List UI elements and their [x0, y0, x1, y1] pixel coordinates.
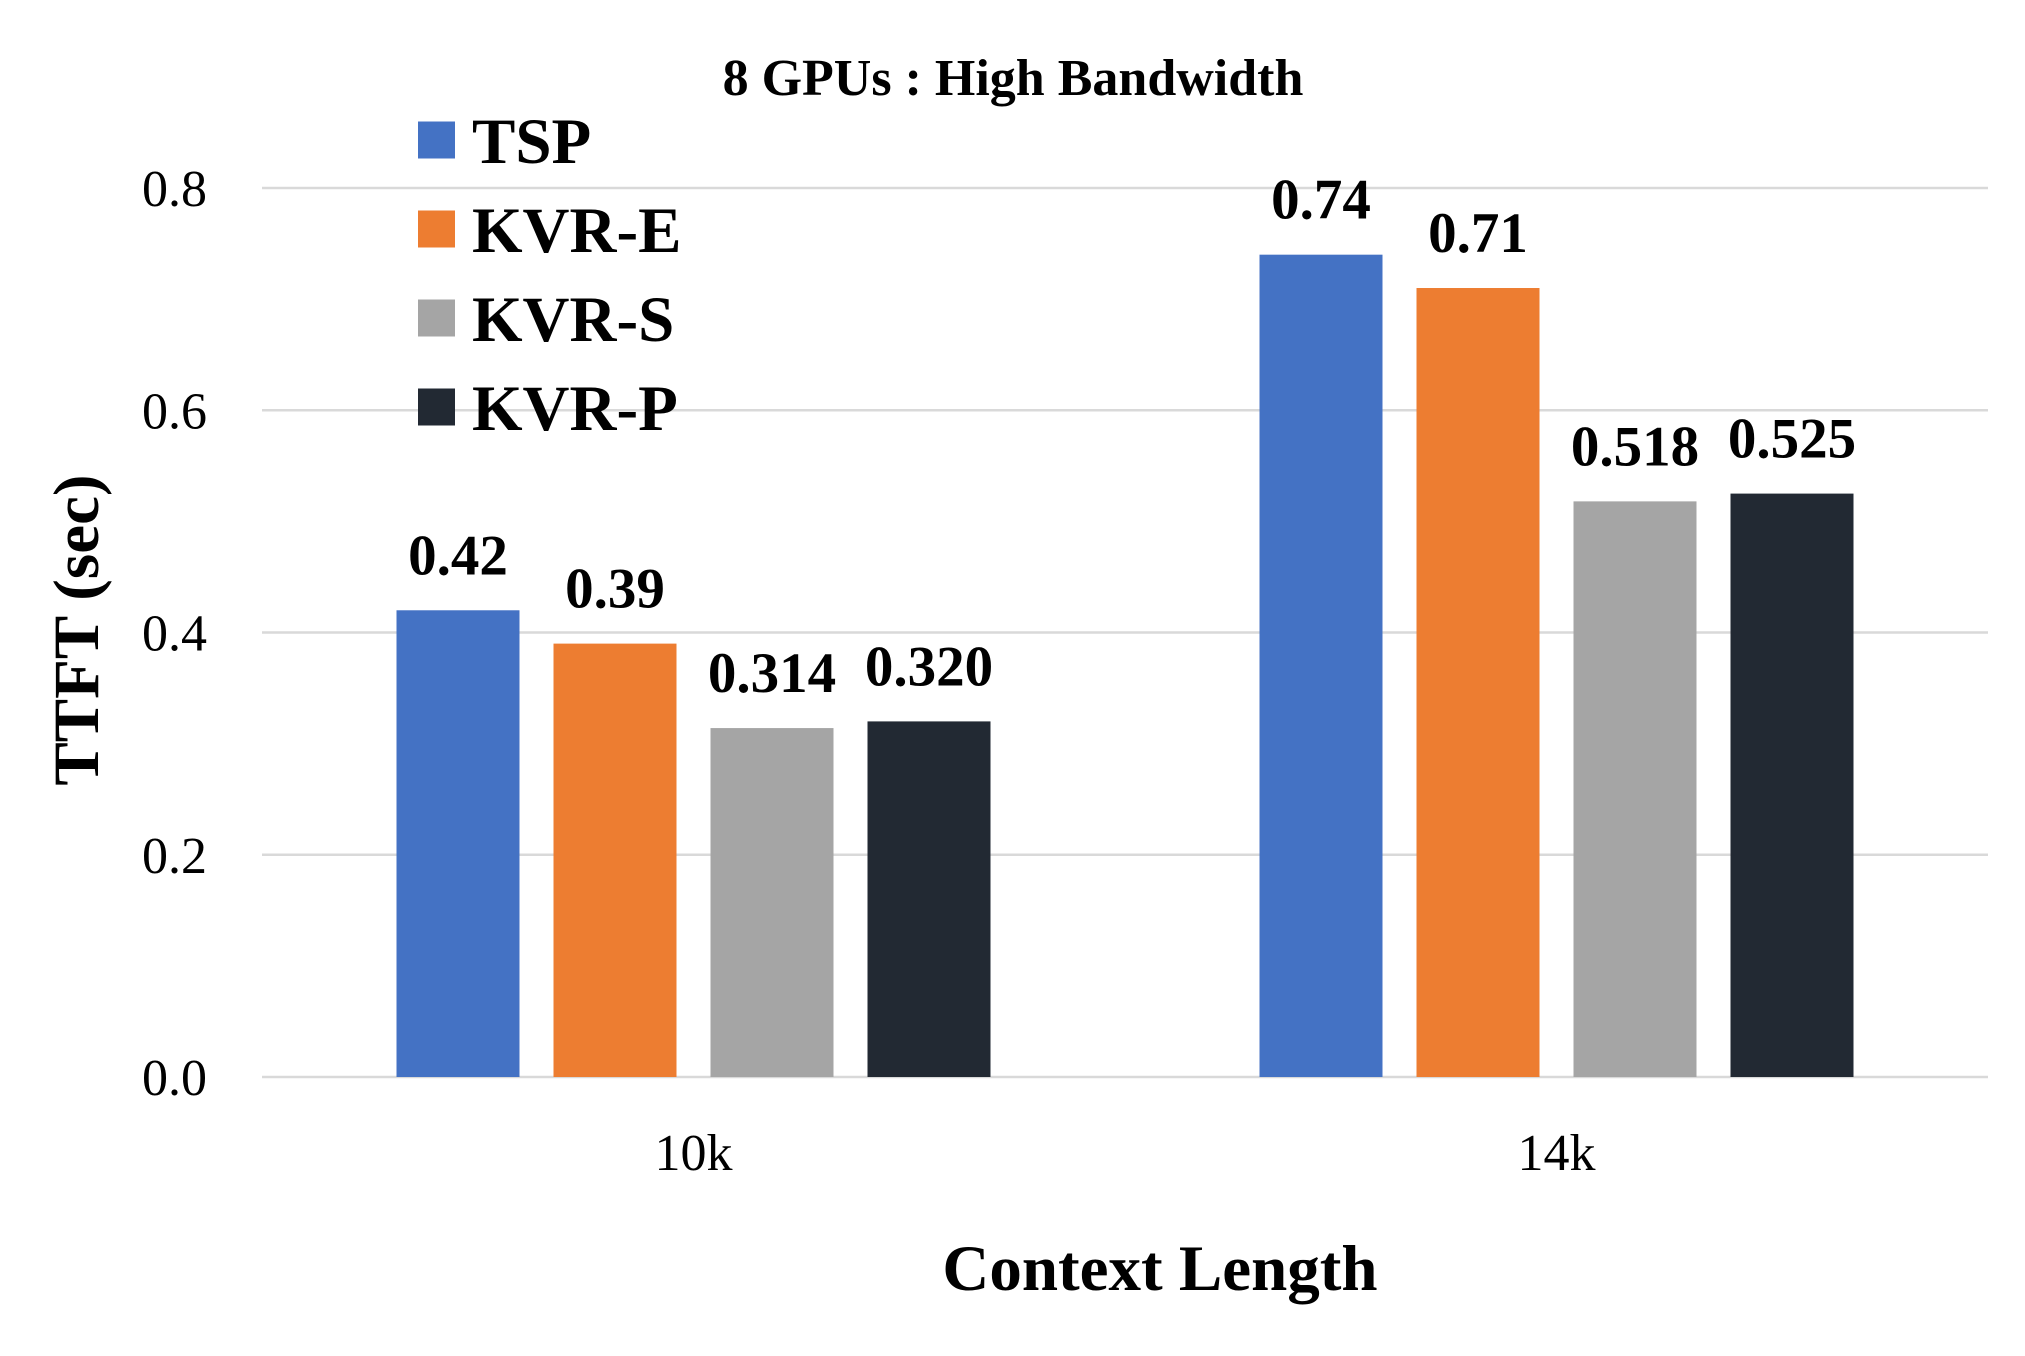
legend: TSP KVR-E KVR-S KVR-P [418, 106, 681, 445]
data-labels: 0.42 0.39 0.314 0.320 0.74 0.71 0.518 0.525 [408, 169, 1856, 705]
y-tick-label: 0.0 [142, 1050, 207, 1107]
x-axis-ticks: 10k 14k [655, 1125, 1596, 1182]
y-tick-label: 0.8 [142, 161, 207, 218]
x-tick-label: 10k [655, 1125, 733, 1182]
y-tick-label: 0.4 [142, 606, 207, 663]
legend-label: KVR-P [472, 373, 678, 445]
gridlines [262, 186, 1988, 1079]
y-axis-ticks: 0.0 0.2 0.4 0.6 0.8 [142, 161, 207, 1107]
bar-kvr-s-14k [1573, 501, 1697, 1077]
x-tick-label: 14k [1518, 1125, 1596, 1182]
data-label: 0.320 [865, 635, 993, 698]
bar-kvr-e-10k [553, 643, 677, 1077]
legend-swatch [418, 210, 455, 248]
y-axis-title: TTFT (sec) [41, 474, 113, 785]
legend-label: TSP [472, 106, 591, 178]
bars [396, 254, 1854, 1078]
bar-kvr-p-14k [1730, 493, 1854, 1077]
legend-label: KVR-S [472, 284, 674, 356]
data-label: 0.39 [565, 558, 665, 621]
data-label: 0.314 [708, 642, 836, 705]
bar-kvr-p-10k [867, 721, 991, 1077]
y-tick-label: 0.6 [142, 383, 207, 440]
legend-swatch [418, 388, 455, 426]
legend-swatch [418, 121, 455, 159]
data-label: 0.42 [408, 524, 508, 587]
bar-kvr-e-14k [1416, 288, 1540, 1077]
y-tick-label: 0.2 [142, 828, 207, 885]
data-label: 0.74 [1271, 169, 1371, 232]
bar-tsp-10k [396, 610, 520, 1077]
data-label: 0.525 [1728, 408, 1856, 471]
legend-label: KVR-E [472, 195, 681, 267]
x-axis-title: Context Length [942, 1233, 1377, 1305]
legend-swatch [418, 299, 455, 337]
data-label: 0.518 [1571, 415, 1699, 478]
bar-kvr-s-10k [710, 728, 834, 1077]
data-label: 0.71 [1428, 202, 1528, 265]
bar-tsp-14k [1259, 254, 1383, 1078]
chart-title: 8 GPUs : High Bandwidth [723, 50, 1304, 107]
